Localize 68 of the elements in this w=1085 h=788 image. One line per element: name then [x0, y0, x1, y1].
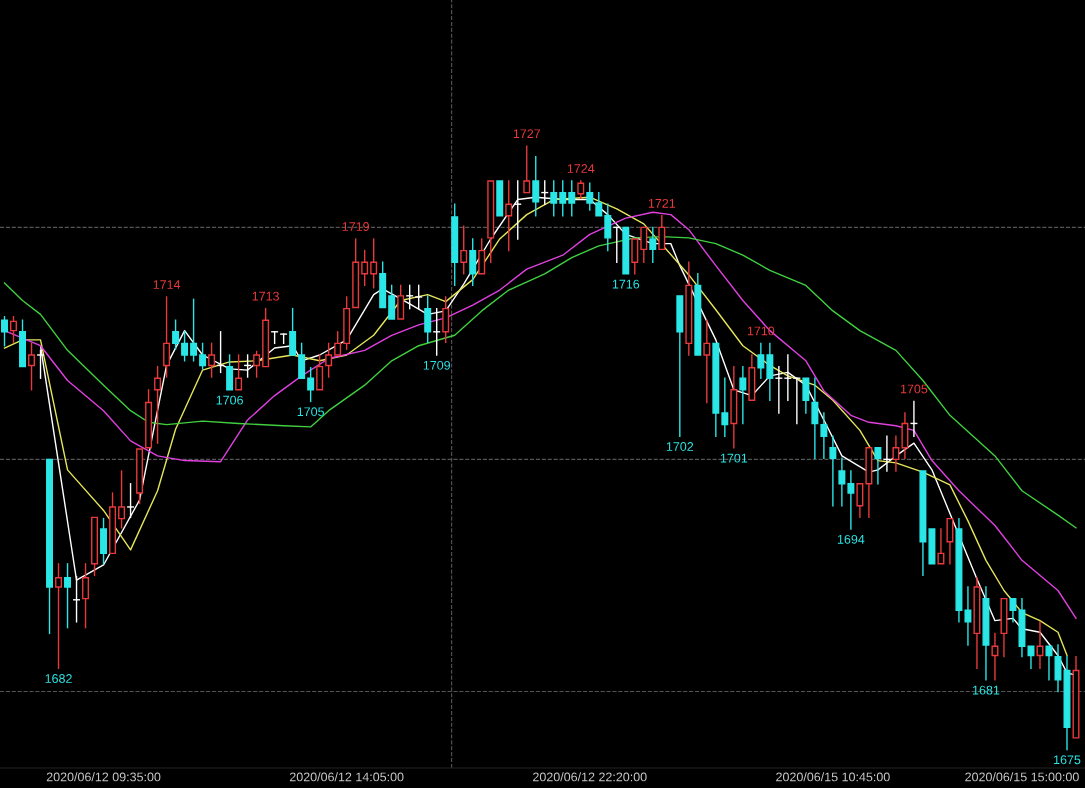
candlestick [856, 483, 864, 519]
text: 1716 [612, 279, 640, 289]
text: 1705 [297, 407, 325, 417]
candlestick [928, 528, 936, 565]
candlestick [766, 342, 774, 401]
candlestick [676, 295, 684, 437]
candlestick [739, 365, 747, 425]
text: 1701 [720, 453, 748, 463]
candlestick [1045, 645, 1053, 681]
candlestick [694, 273, 702, 356]
text: 1719 [342, 222, 369, 231]
text: 1694 [837, 534, 865, 544]
candlestick [352, 238, 360, 309]
candlestick [748, 354, 756, 401]
candlestick [622, 226, 630, 275]
x-tick-label: 2020/06/12 22:20:00 [533, 772, 647, 782]
candlestick [757, 342, 765, 379]
candlestick [1018, 597, 1026, 658]
candlestick [973, 577, 981, 669]
candlestick [1000, 597, 1008, 658]
candlestick [991, 632, 999, 681]
candlestick [901, 412, 909, 459]
candlestick [523, 145, 531, 194]
candlestick [235, 354, 243, 391]
candlestick [712, 342, 720, 437]
x-tick-label: 2020/06/15 15:00:00 [965, 772, 1079, 782]
candlestick [1009, 597, 1017, 623]
candlestick [505, 180, 513, 252]
text: 1675 [1054, 755, 1081, 765]
candlestick [829, 435, 837, 507]
candlestick [721, 377, 729, 437]
x-tick-label: 2020/06/12 09:35:00 [46, 772, 161, 782]
candlestick [964, 586, 972, 646]
text: 1681 [973, 685, 1000, 695]
candlestick [811, 377, 819, 459]
candlestick [847, 470, 855, 530]
candlestick [820, 412, 828, 459]
candlestick [919, 470, 927, 577]
candlestick [955, 517, 963, 623]
text: 1713 [252, 291, 279, 301]
text: 1705 [900, 384, 928, 394]
candlestick [730, 365, 738, 449]
candlestick [703, 319, 711, 404]
text: 1721 [648, 198, 676, 208]
x-tick-label: 2020/06/15 10:45:00 [776, 772, 890, 782]
candlestick [496, 180, 504, 217]
candlestick [937, 528, 945, 565]
candlestick [838, 457, 846, 507]
text: 1682 [45, 674, 72, 683]
candlestick [865, 447, 873, 519]
text: 1714 [153, 280, 181, 289]
text: 1727 [513, 129, 541, 139]
text: 1709 [423, 360, 451, 370]
candlestick [982, 586, 990, 681]
candlestick [46, 458, 54, 635]
x-tick-label: 2020/06/12 14:05:00 [289, 772, 404, 782]
candlestick [289, 307, 297, 356]
text: 1706 [216, 395, 243, 405]
text: 1724 [567, 164, 595, 173]
candlestick [1036, 621, 1044, 669]
candlestick [802, 377, 810, 414]
candlestick [874, 447, 882, 485]
candlestick [487, 180, 495, 263]
candlestick [685, 261, 693, 356]
candlestick [1027, 645, 1035, 669]
candlestick [892, 435, 900, 472]
candlestick [946, 517, 954, 565]
text: 1702 [666, 442, 694, 451]
